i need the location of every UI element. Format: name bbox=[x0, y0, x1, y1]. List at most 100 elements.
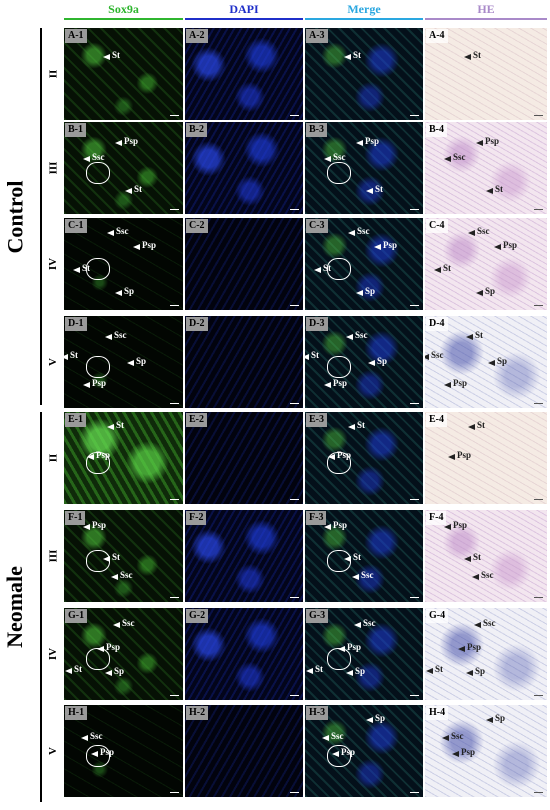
scale-bar bbox=[534, 694, 543, 696]
column-underline-merge bbox=[305, 18, 423, 20]
cyst-outline bbox=[86, 162, 110, 184]
cell-type-annotation: Sp bbox=[497, 356, 508, 366]
panel-label: C-4 bbox=[426, 219, 448, 233]
cell-type-annotation: Psp bbox=[383, 240, 398, 250]
cell-type-annotation: Sp bbox=[136, 356, 147, 366]
cyst-outline bbox=[86, 745, 110, 767]
panel-label: F-4 bbox=[426, 511, 447, 525]
scale-bar bbox=[170, 694, 179, 696]
cell-type-annotation: Ssc bbox=[431, 350, 444, 360]
micrograph-panel: F-1 Psp St Ssc bbox=[64, 510, 183, 602]
arrow-icon bbox=[366, 188, 373, 194]
arrow-icon bbox=[425, 354, 429, 360]
micrograph-panel: E-3 St Psp bbox=[305, 412, 423, 504]
cell-type-annotation: Psp bbox=[347, 642, 362, 652]
panel-label: E-3 bbox=[306, 413, 327, 427]
panel-label: C-2 bbox=[186, 219, 208, 233]
arrow-icon bbox=[324, 524, 331, 530]
panel-label: H-1 bbox=[65, 706, 88, 720]
scale-bar bbox=[290, 304, 299, 306]
micrograph-panel: E-1 St Psp bbox=[64, 412, 183, 504]
stage-label: III bbox=[47, 161, 59, 175]
scale-bar bbox=[170, 114, 179, 116]
cell-type-annotation: Ssc bbox=[333, 152, 346, 162]
arrow-icon bbox=[494, 244, 501, 250]
panel-label: B-3 bbox=[306, 123, 327, 137]
column-header-he: HE bbox=[477, 2, 495, 16]
panel-label: H-3 bbox=[306, 706, 329, 720]
arrow-icon bbox=[324, 382, 331, 388]
arrow-icon bbox=[105, 670, 112, 676]
stage-label: IV bbox=[46, 257, 59, 271]
panel-label: B-4 bbox=[426, 123, 447, 137]
arrow-icon bbox=[444, 382, 451, 388]
arrow-icon bbox=[64, 354, 68, 360]
panel-label: D-2 bbox=[186, 317, 208, 331]
cell-type-annotation: St bbox=[311, 350, 320, 360]
cyst-outline bbox=[327, 162, 351, 184]
column-underline-sox9a bbox=[64, 18, 183, 20]
arrow-icon bbox=[444, 156, 451, 162]
arrow-icon bbox=[346, 334, 353, 340]
arrow-icon bbox=[348, 424, 355, 430]
cell-type-annotation: Sp bbox=[355, 666, 366, 676]
stage-label: V bbox=[46, 358, 59, 366]
arrow-icon bbox=[464, 556, 471, 562]
cyst-outline bbox=[327, 258, 351, 280]
cyst-outline bbox=[86, 648, 110, 670]
scale-bar bbox=[290, 114, 299, 116]
arrow-icon bbox=[468, 230, 475, 236]
micrograph-panel: H-2 bbox=[185, 705, 303, 797]
arrow-icon bbox=[324, 156, 331, 162]
cell-type-annotation: Psp bbox=[142, 240, 157, 250]
arrow-icon bbox=[73, 267, 80, 273]
cell-type-annotation: St bbox=[495, 184, 504, 194]
micrograph-panel: H-3 Ssc Psp Sp bbox=[305, 705, 423, 797]
cell-type-annotation: Sp bbox=[377, 356, 388, 366]
scale-bar bbox=[410, 596, 419, 598]
cell-type-annotation: Psp bbox=[485, 136, 500, 146]
arrow-icon bbox=[354, 622, 361, 628]
panel-label: H-4 bbox=[426, 706, 449, 720]
arrow-icon bbox=[344, 54, 351, 60]
cyst-outline bbox=[327, 745, 351, 767]
panel-label: H-2 bbox=[186, 706, 209, 720]
cell-type-annotation: St bbox=[473, 50, 482, 60]
cell-type-annotation: St bbox=[112, 50, 121, 60]
micrograph-panel: F-3 Psp St Ssc bbox=[305, 510, 423, 602]
micrograph-panel: B-3 Psp Ssc St bbox=[305, 122, 423, 214]
stage-label: III bbox=[47, 549, 59, 563]
arrow-icon bbox=[107, 230, 114, 236]
arrow-icon bbox=[127, 360, 134, 366]
arrow-icon bbox=[125, 188, 132, 194]
arrow-icon bbox=[466, 334, 473, 340]
scale-bar bbox=[534, 596, 543, 598]
stage-label: II bbox=[47, 453, 59, 463]
arrow-icon bbox=[486, 717, 493, 723]
panel-label: F-1 bbox=[65, 511, 86, 525]
arrow-icon bbox=[434, 267, 441, 273]
arrow-icon bbox=[322, 735, 329, 741]
cell-type-annotation: Ssc bbox=[92, 152, 105, 162]
cell-type-annotation: Ssc bbox=[451, 731, 464, 741]
arrow-icon bbox=[458, 646, 465, 652]
cell-type-annotation: St bbox=[70, 350, 79, 360]
micrograph-panel: A-4 St bbox=[425, 28, 547, 120]
panel-label: A-1 bbox=[65, 29, 87, 43]
panel-label: C-3 bbox=[306, 219, 328, 233]
scale-bar bbox=[410, 114, 419, 116]
cell-type-annotation: St bbox=[477, 420, 486, 430]
arrow-icon bbox=[83, 524, 90, 530]
micrograph-panel: C-3 Ssc Psp St Sp bbox=[305, 218, 423, 310]
cell-type-annotation: Sp bbox=[475, 666, 486, 676]
cell-type-annotation: St bbox=[473, 552, 482, 562]
cell-type-annotation: St bbox=[353, 50, 362, 60]
cell-type-annotation: St bbox=[475, 330, 484, 340]
scale-bar bbox=[410, 791, 419, 793]
micrograph-panel: D-3 Ssc St Sp Psp bbox=[305, 316, 423, 408]
scale-bar bbox=[410, 498, 419, 500]
arrow-icon bbox=[83, 156, 90, 162]
micrograph-panel: E-4 St Psp bbox=[425, 412, 547, 504]
cell-type-annotation: St bbox=[357, 420, 366, 430]
cyst-outline bbox=[86, 356, 110, 378]
